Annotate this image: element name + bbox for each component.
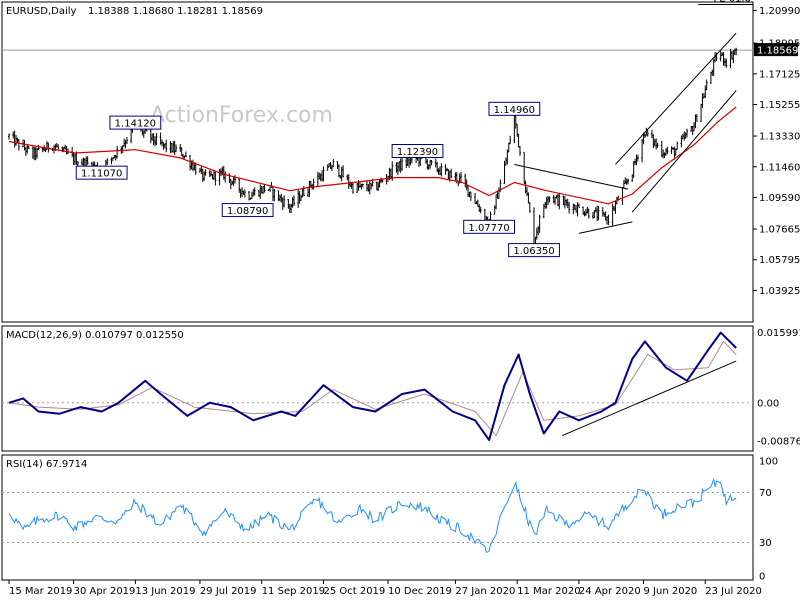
annotation-label: 1.14120 [115,119,156,130]
x-tick-label: 23 Jul 2020 [705,586,762,597]
x-tick-label: 13 Jun 2019 [135,586,195,597]
rsi-y-tick-label: 70 [759,488,772,499]
fe-label: FE 61.8 [713,0,751,4]
annotation-label: 1.14960 [494,105,535,116]
price-title: EURUSD,Daily [6,6,77,17]
macd-main-line [8,331,737,441]
ohlc-values: 1.18388 1.18680 1.18281 1.18569 [88,6,263,17]
triangle-upper-trendline [514,163,629,190]
x-tick-label: 24 Apr 2020 [579,586,641,597]
x-tick-label: 9 Jun 2020 [644,586,698,597]
axis-layer: 1.209901.189951.171251.152551.133301.114… [8,6,800,597]
annotation-label: 1.07770 [468,223,509,234]
x-tick-label: 15 Mar 2019 [9,586,72,597]
x-tick-label: 11 Sep 2019 [262,586,325,597]
channel-lower-trendline [631,90,737,213]
rsi-title: RSI(14) 67.9714 [6,459,87,470]
annotation-label: 1.11070 [81,169,122,180]
rsi-y-tick-label: 100 [759,457,778,468]
annotation-layer: 1.14120 1.11070 1.08790 1.12390 1.14960 1.077… [75,0,751,258]
price-annotation: 1.12390 [391,143,444,158]
rsi-line [8,477,737,553]
price-annotation: 1.14960 [488,101,541,116]
x-tick-label: 25 Oct 2019 [323,586,385,597]
x-tick-label: 11 Mar 2020 [517,586,580,597]
moving-average-line [8,106,737,205]
macd-y-tick-label: 0.00 [757,398,779,409]
macd-y-tick-label: -0.00876 [757,437,800,448]
annotation-label: 1.12390 [397,147,438,158]
price-pane [1,1,754,323]
macd-support-trendline [561,360,737,437]
price-annotation: 1.08790 [221,203,274,218]
macd-pane [1,325,754,452]
x-tick-label: 29 Jul 2019 [200,586,257,597]
x-tick-label: 27 Jan 2020 [455,586,515,597]
last-price-label: 1.18569 [757,46,798,57]
channel-upper-trendline [615,32,737,165]
triangle-lower-trendline [578,221,633,234]
x-tick-label: 30 Apr 2019 [74,586,136,597]
rsi-series-layer [2,477,753,553]
rsi-pane [1,454,754,581]
price-y-tick-label: 1.20990 [759,6,800,17]
rsi-y-tick-label: 0 [759,572,765,583]
watermark: ActionForex.com [150,103,333,128]
price-y-tick-label: 1.13330 [759,132,800,143]
price-y-tick-label: 1.05795 [759,255,800,266]
price-y-tick-label: 1.11460 [759,162,800,173]
macd-y-tick-label: 0.015991 [757,328,800,339]
price-y-tick-label: 1.03925 [759,286,800,297]
x-tick-label: 10 Dec 2019 [388,586,452,597]
price-annotation: 1.06350 [508,243,560,258]
price-y-tick-label: 1.07665 [759,225,800,236]
macd-title: MACD(12,26,9) 0.010797 0.012550 [6,330,184,341]
annotation-label: 1.06350 [513,246,554,257]
price-y-tick-label: 1.17125 [759,69,800,80]
last-price-box [754,43,798,57]
macd-series-layer [2,331,753,441]
price-y-tick-label: 1.15255 [759,100,800,111]
rsi-y-tick-label: 30 [759,538,772,549]
price-annotation: 1.07770 [463,219,515,234]
price-annotation: 1.14120 [109,115,162,130]
annotation-label: 1.08790 [227,206,268,217]
price-annotation: 1.11070 [75,165,128,180]
price-y-tick-label: 1.09590 [759,193,800,204]
